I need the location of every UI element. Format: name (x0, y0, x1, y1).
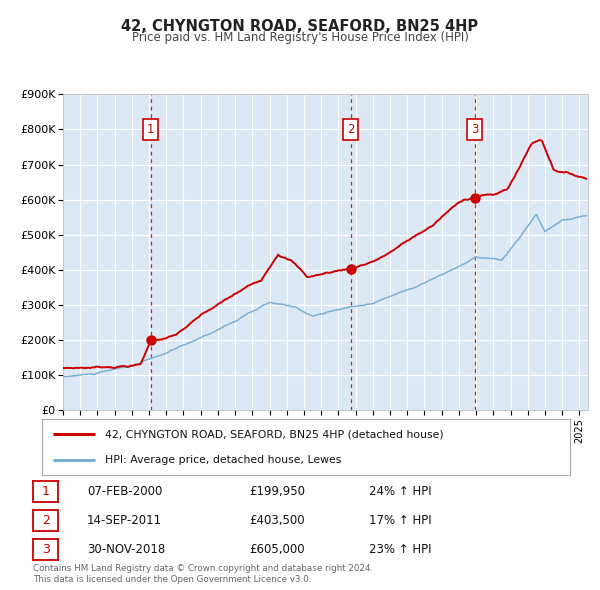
Text: 23% ↑ HPI: 23% ↑ HPI (369, 543, 431, 556)
Text: Contains HM Land Registry data © Crown copyright and database right 2024.: Contains HM Land Registry data © Crown c… (33, 565, 373, 573)
Text: 42, CHYNGTON ROAD, SEAFORD, BN25 4HP (detached house): 42, CHYNGTON ROAD, SEAFORD, BN25 4HP (de… (106, 429, 444, 439)
Text: £605,000: £605,000 (249, 543, 305, 556)
Text: 07-FEB-2000: 07-FEB-2000 (87, 485, 163, 498)
Text: 14-SEP-2011: 14-SEP-2011 (87, 514, 162, 527)
Text: 24% ↑ HPI: 24% ↑ HPI (369, 485, 431, 498)
Text: 2: 2 (347, 123, 355, 136)
Text: 1: 1 (147, 123, 155, 136)
Text: £403,500: £403,500 (249, 514, 305, 527)
Text: £199,950: £199,950 (249, 485, 305, 498)
Text: 1: 1 (41, 485, 50, 498)
Text: 17% ↑ HPI: 17% ↑ HPI (369, 514, 431, 527)
Text: HPI: Average price, detached house, Lewes: HPI: Average price, detached house, Lewe… (106, 455, 342, 465)
Text: 42, CHYNGTON ROAD, SEAFORD, BN25 4HP: 42, CHYNGTON ROAD, SEAFORD, BN25 4HP (121, 19, 479, 34)
Text: Price paid vs. HM Land Registry's House Price Index (HPI): Price paid vs. HM Land Registry's House … (131, 31, 469, 44)
Text: This data is licensed under the Open Government Licence v3.0.: This data is licensed under the Open Gov… (33, 575, 311, 584)
Text: 30-NOV-2018: 30-NOV-2018 (87, 543, 165, 556)
Text: 2: 2 (41, 514, 50, 527)
Text: 3: 3 (41, 543, 50, 556)
Text: 3: 3 (471, 123, 478, 136)
